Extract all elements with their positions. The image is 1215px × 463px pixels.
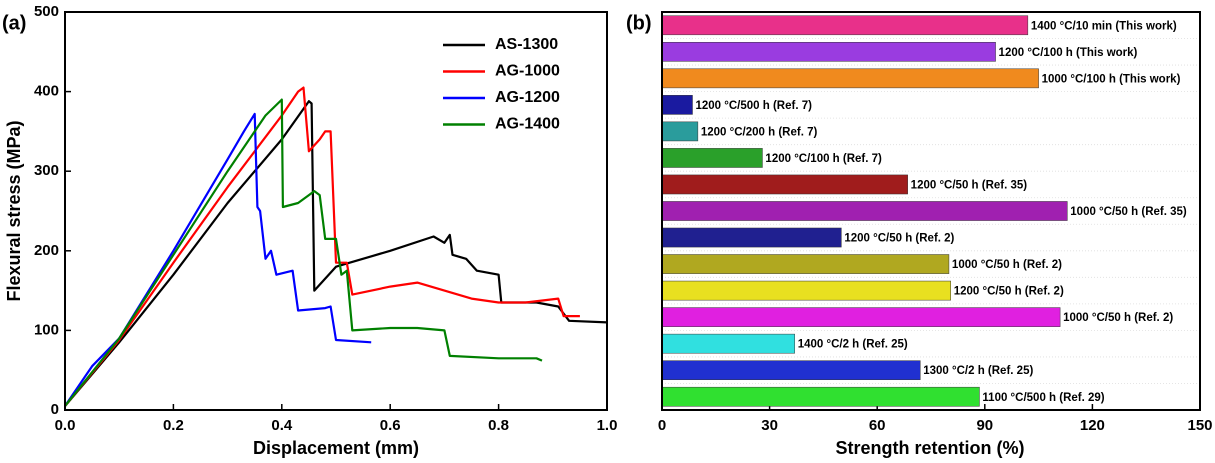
x-axis-title: Displacement (mm) <box>253 438 419 458</box>
y-axis-title: Flexural stress (MPa) <box>4 120 24 301</box>
bar-label: 1200 °C/50 h (Ref. 35) <box>911 179 1028 191</box>
bar-label: 1400 °C/10 min (This work) <box>1031 20 1177 32</box>
bar <box>661 121 699 142</box>
bar <box>661 41 996 62</box>
y-tick-label: 300 <box>34 162 59 179</box>
bar <box>661 254 950 274</box>
bar-label: 1200 °C/100 h (Ref. 7) <box>765 153 882 165</box>
y-tick-label: 0 <box>51 401 59 418</box>
data-line <box>64 98 543 407</box>
bar-label: 1200 °C/50 h (Ref. 2) <box>844 233 954 245</box>
x-tick-label: 0.4 <box>271 417 293 434</box>
bar <box>661 201 1068 221</box>
bar-label: 1200 °C/50 h (Ref. 2) <box>954 286 1064 298</box>
x-tick-label: 60 <box>869 417 886 434</box>
x-tick-label: 30 <box>761 417 778 434</box>
x-tick-label: 120 <box>1080 417 1105 434</box>
legend-label: AG-1200 <box>495 89 560 106</box>
bar <box>661 307 1061 327</box>
legend-label: AG-1000 <box>495 63 560 80</box>
plot-frame <box>64 11 608 411</box>
bar <box>661 386 980 407</box>
data-line <box>64 86 580 407</box>
legend-label: AS-1300 <box>495 36 558 53</box>
bar-label: 1000 °C/50 h (Ref. 2) <box>952 259 1062 271</box>
x-axis-title: Strength retention (%) <box>836 438 1025 458</box>
plot-frame <box>661 11 1201 411</box>
y-tick-label: 200 <box>34 242 59 259</box>
bar-label: 1000 °C/50 h (Ref. 35) <box>1070 206 1187 218</box>
y-tick-label: 500 <box>34 3 59 20</box>
bar <box>661 174 908 195</box>
x-tick-label: 0.0 <box>55 417 76 434</box>
bar <box>661 95 693 115</box>
bar <box>661 15 1029 36</box>
x-tick-label: 0.6 <box>380 417 401 434</box>
bar <box>661 280 951 301</box>
bar-label: 1000 °C/50 h (Ref. 2) <box>1063 312 1173 324</box>
legend-label: AG-1400 <box>495 116 560 133</box>
x-tick-label: 150 <box>1187 417 1212 434</box>
x-tick-label: 0.8 <box>488 417 509 434</box>
bar <box>661 360 921 381</box>
bar-label: 1000 °C/100 h (This work) <box>1042 73 1181 85</box>
y-tick-label: 100 <box>34 321 59 338</box>
bar-label: 1300 °C/2 h (Ref. 25) <box>923 365 1033 377</box>
bar-label: 1200 °C/200 h (Ref. 7) <box>701 126 818 138</box>
x-tick-label: 90 <box>976 417 993 434</box>
bar <box>661 148 763 168</box>
bar-label: 1200 °C/100 h (This work) <box>999 47 1138 59</box>
x-tick-label: 1.0 <box>597 417 618 434</box>
bar <box>661 68 1039 89</box>
bar <box>661 333 795 354</box>
x-tick-label: 0.2 <box>163 417 184 434</box>
bar-label: 1200 °C/500 h (Ref. 7) <box>695 100 812 112</box>
panel-label: (b) <box>626 12 652 34</box>
panel-label: (a) <box>2 12 26 34</box>
x-tick-label: 0 <box>658 417 666 434</box>
y-tick-label: 400 <box>34 83 59 100</box>
bar <box>661 227 842 248</box>
bar-label: 1400 °C/2 h (Ref. 25) <box>798 339 908 351</box>
bar-label: 1100 °C/500 h (Ref. 29) <box>982 392 1104 404</box>
data-line <box>64 112 372 407</box>
